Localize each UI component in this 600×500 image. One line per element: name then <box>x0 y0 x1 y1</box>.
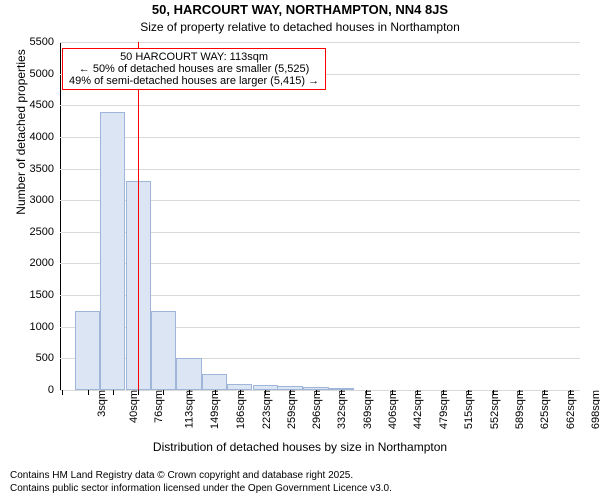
x-tick-label: 149sqm <box>207 390 221 429</box>
x-tick-mark <box>240 390 241 395</box>
x-tick-mark <box>290 390 291 395</box>
x-tick-mark <box>519 390 520 395</box>
x-tick-mark <box>570 390 571 395</box>
x-tick-mark <box>341 390 342 395</box>
y-tick-label: 2500 <box>30 226 60 238</box>
annotation-line: 50 HARCOURT WAY: 113sqm <box>69 51 319 63</box>
x-tick-mark <box>163 390 164 395</box>
x-tick-mark <box>265 390 266 395</box>
x-tick-mark <box>366 390 367 395</box>
y-tick-label: 5000 <box>30 68 60 80</box>
histogram-bar <box>202 374 227 390</box>
x-tick-mark <box>392 390 393 395</box>
x-tick-label: 406sqm <box>386 390 400 429</box>
x-tick-mark <box>138 390 139 395</box>
y-tick-label: 1500 <box>30 289 60 301</box>
y-tick-label: 4500 <box>30 99 60 111</box>
x-tick-mark <box>544 390 545 395</box>
x-tick-label: 332sqm <box>334 390 348 429</box>
y-tick-label: 500 <box>36 352 60 364</box>
x-tick-label: 223sqm <box>259 390 273 429</box>
property-marker-line <box>138 42 139 390</box>
x-tick-mark <box>113 390 114 395</box>
histogram-bar <box>151 311 176 390</box>
x-tick-mark <box>316 390 317 395</box>
x-tick-label: 296sqm <box>309 390 323 429</box>
x-tick-label: 259sqm <box>284 390 298 429</box>
y-tick-label: 3500 <box>30 163 60 175</box>
x-tick-label: 625sqm <box>537 390 551 429</box>
annotation-box: 50 HARCOURT WAY: 113sqm← 50% of detached… <box>62 48 326 90</box>
y-tick-label: 4000 <box>30 131 60 143</box>
x-tick-label: 662sqm <box>563 390 577 429</box>
histogram-bar <box>176 358 201 390</box>
y-tick-label: 5500 <box>30 36 60 48</box>
y-axis-label: Number of detached properties <box>14 0 28 306</box>
y-axis-line <box>60 42 61 390</box>
footer-line-1: Contains HM Land Registry data © Crown c… <box>0 470 353 481</box>
x-tick-mark <box>215 390 216 395</box>
x-tick-label: 479sqm <box>436 390 450 429</box>
annotation-line: 49% of semi-detached houses are larger (… <box>69 75 319 87</box>
x-axis-label: Distribution of detached houses by size … <box>0 440 600 454</box>
x-tick-mark <box>493 390 494 395</box>
x-tick-label: 442sqm <box>411 390 425 429</box>
x-tick-label: 515sqm <box>461 390 475 429</box>
histogram-bar <box>75 311 100 390</box>
plot-area: 0500100015002000250030003500400045005000… <box>60 42 580 390</box>
x-tick-label: 698sqm <box>588 390 600 429</box>
x-tick-label: 3sqm <box>94 390 108 417</box>
x-tick-mark <box>189 390 190 395</box>
y-tick-label: 0 <box>48 384 60 396</box>
x-tick-mark <box>88 390 89 395</box>
x-tick-mark <box>468 390 469 395</box>
chart-title-line2: Size of property relative to detached ho… <box>0 20 600 34</box>
x-tick-label: 369sqm <box>360 390 374 429</box>
x-tick-label: 589sqm <box>513 390 527 429</box>
x-tick-mark <box>62 390 63 395</box>
annotation-line: ← 50% of detached houses are smaller (5,… <box>69 63 319 75</box>
x-tick-label: 113sqm <box>182 390 196 428</box>
y-tick-label: 3000 <box>30 194 60 206</box>
chart-title-line1: 50, HARCOURT WAY, NORTHAMPTON, NN4 8JS <box>0 2 600 17</box>
chart-container: 50, HARCOURT WAY, NORTHAMPTON, NN4 8JS S… <box>0 0 600 500</box>
x-tick-mark <box>417 390 418 395</box>
x-tick-label: 552sqm <box>487 390 501 429</box>
x-tick-mark <box>443 390 444 395</box>
y-tick-label: 2000 <box>30 257 60 269</box>
histogram-bar <box>100 112 125 390</box>
y-tick-label: 1000 <box>30 321 60 333</box>
x-tick-label: 186sqm <box>233 390 247 429</box>
footer-line-2: Contains public sector information licen… <box>0 483 392 494</box>
